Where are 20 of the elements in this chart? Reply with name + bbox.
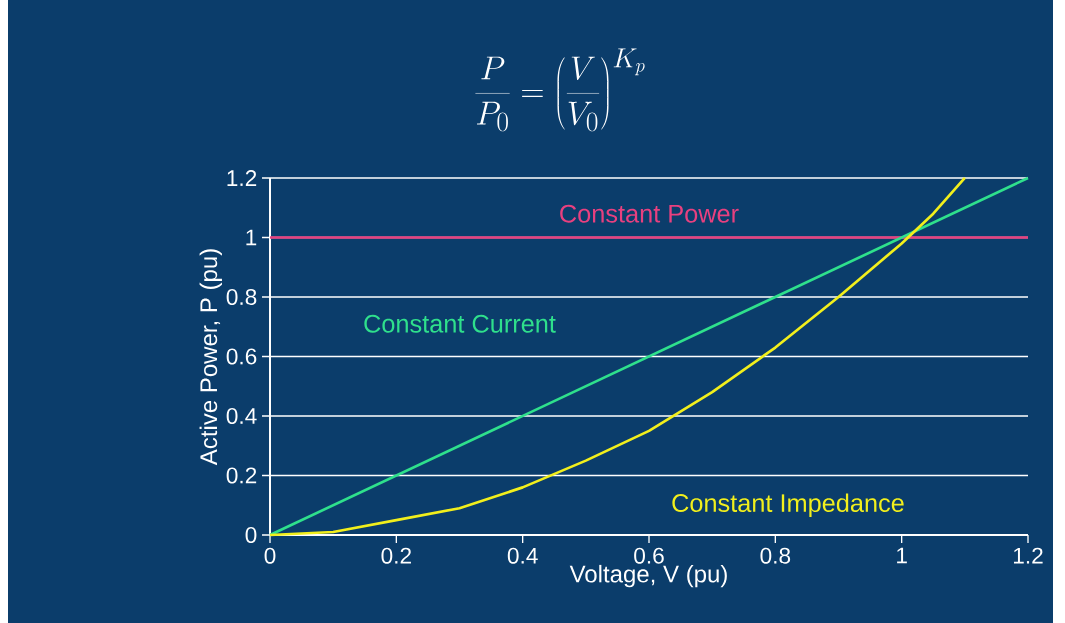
x-tick-label: 0.8 [760,547,791,564]
text: Constant Impedance [672,493,904,518]
x-tick-label: 0.6 [634,547,664,564]
x-tick-label: 1 [897,547,907,564]
series-label: Constant Power [560,204,739,223]
y-tick-label: 0.8 [226,288,257,306]
y-tick-label: 1.2 [227,170,257,186]
y-tick-label: 0.4 [226,407,257,425]
y-tick-label: 0.2 [226,467,257,484]
y-tick-label: 0 [245,526,257,544]
y-tick-label: 1 [246,229,257,246]
x-axis-title: Voltage, V (pu) [569,564,727,588]
x-tick-label: 0 [264,547,276,564]
y-tick-label: 0.6 [226,348,257,365]
x-tick-label: 1.2 [1013,547,1043,564]
y-axis-title: Active Power, P (pu) [199,249,222,466]
x-tick-label: 0.4 [507,547,538,564]
chart-title: $\frac{P}{P_0} = \left(\frac{V}{V_0}\right)^{K_p}$ [475,48,645,132]
text: Constant Current [364,314,556,333]
x-tick-label: 0.2 [381,547,411,564]
